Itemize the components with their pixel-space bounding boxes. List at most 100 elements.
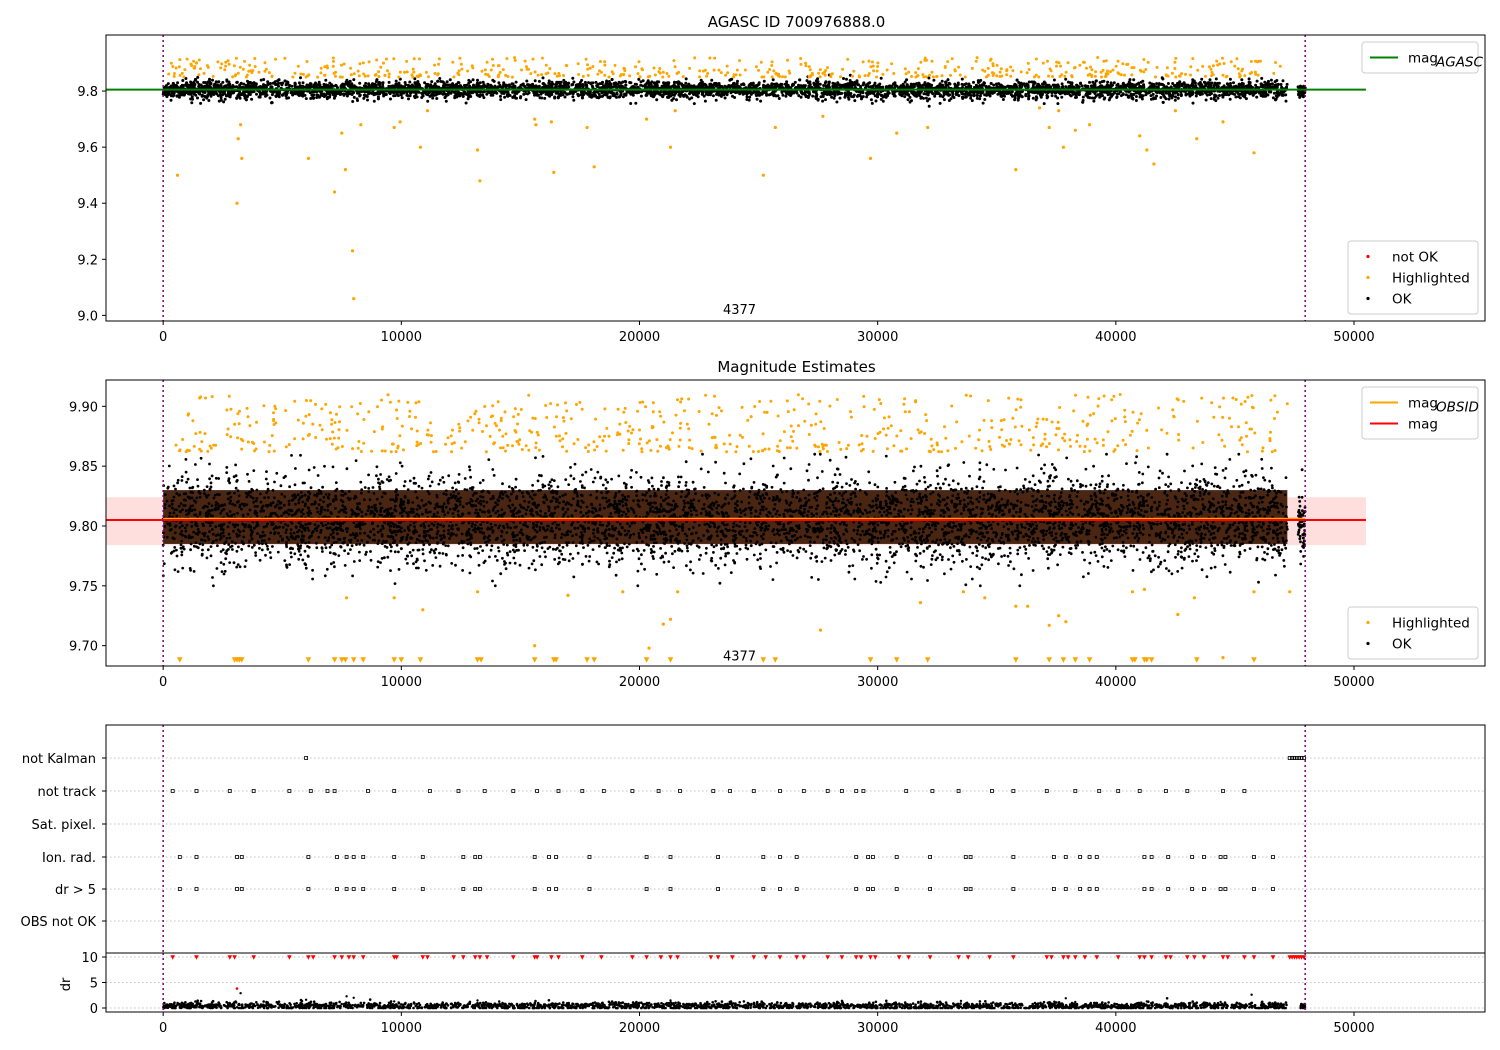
ok-point [469,80,473,84]
ok-point [301,81,305,85]
ok-point [227,80,231,84]
ok-point [672,80,676,84]
ok-point [1262,91,1266,95]
ok-point [1070,81,1074,85]
ok-point [723,96,727,100]
ok-point [1166,82,1170,85]
ok-point [1228,77,1232,81]
ok-point [873,81,877,85]
ok-point [1033,81,1037,85]
ok-point [444,99,448,103]
ok-point [924,96,928,100]
ok-point [239,81,243,85]
ok-point [524,98,528,102]
ok-point [451,82,455,86]
ok-point [884,95,888,99]
ok-point [408,94,412,98]
ok-point [1108,92,1112,96]
ok-point [765,93,769,97]
ok-point [865,91,868,95]
ok-point [1162,84,1166,87]
ok-point [832,92,836,96]
ok-point [988,94,992,98]
ok-point [559,80,563,84]
ok-point [202,98,206,102]
ok-point [714,98,718,102]
ok-point [567,81,571,85]
ok-point [811,94,815,98]
ok-point [554,83,557,86]
ok-point [928,83,932,86]
ok-point [550,82,554,86]
ok-point [396,94,400,98]
ok-point [715,92,718,96]
ok-point [1050,94,1054,98]
ok-point [502,83,506,87]
ok-point [322,95,326,98]
ok-point [762,91,766,95]
ok-point [1191,80,1195,84]
ok-point [285,80,289,84]
ok-point [578,81,582,84]
ok-point [915,94,919,98]
ok-point [938,94,942,98]
ok-point [972,80,975,84]
ok-point [725,92,729,96]
ok-point [557,92,561,96]
ok-point [199,101,203,105]
ok-point [930,91,934,95]
ok-point [656,86,660,90]
ok-point [228,95,232,99]
ok-point [1121,92,1125,96]
ok-point [185,81,189,85]
ok-point [1208,78,1212,82]
ok-point [499,94,502,98]
ok-point [953,85,957,89]
ok-point [394,79,398,83]
ok-point [976,85,980,89]
ok-point [623,79,627,83]
ok-point [368,91,372,95]
ok-point [1248,81,1252,85]
ok-point [714,81,718,85]
ok-point [499,98,503,102]
ok-point [717,82,721,86]
ok-point [799,95,803,99]
ok-point [1275,84,1279,87]
ok-point [615,95,618,99]
ok-point [270,101,274,105]
ok-point [619,90,623,94]
ok-point [639,94,643,98]
ok-point [448,78,452,82]
ok-point [1178,80,1182,84]
ok-point [481,80,485,84]
ok-point [844,83,848,86]
ok-point [983,98,987,101]
ok-point [362,93,366,97]
ok-point [909,82,913,86]
ok-point [808,83,812,86]
ok-point [583,80,587,84]
ok-point [953,82,957,86]
ok-point [878,82,882,86]
ok-point [585,83,589,87]
ok-point [1081,95,1085,99]
ok-point [1061,85,1065,88]
ok-point [207,99,211,102]
ok-point [1054,94,1058,98]
ok-point [280,93,284,97]
ok-point [399,84,403,88]
ok-point [778,84,782,88]
ok-point [400,96,404,100]
ok-point [1167,97,1171,101]
ok-point [1056,102,1060,106]
ok-point [523,85,527,89]
ok-point [794,86,798,89]
ok-point [938,101,942,105]
ok-point [935,91,939,95]
ok-point [469,95,473,98]
ok-point [591,86,595,89]
ok-point [749,82,753,85]
ok-point [979,78,983,82]
ok-point [855,94,859,98]
